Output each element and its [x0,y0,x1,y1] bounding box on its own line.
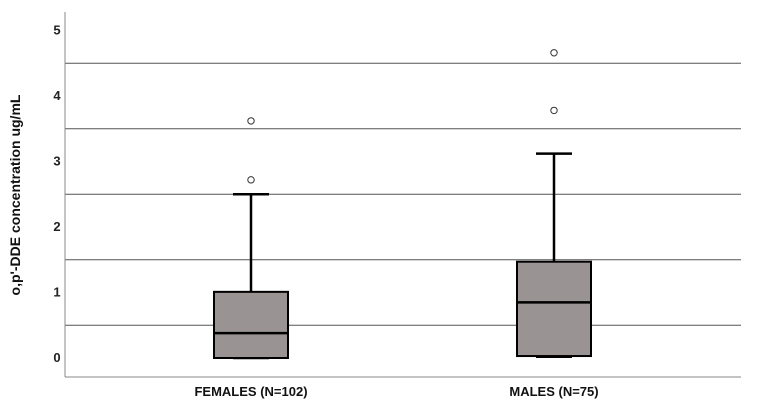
boxes [213,49,592,360]
iqr-box [516,260,592,358]
iqr-box [213,290,289,359]
x-category-labels: FEMALES (N=102) MALES (N=75) [194,384,598,399]
y-tick-label: 4 [53,88,61,103]
y-tick-label: 0 [53,350,60,365]
outlier-point [247,176,255,184]
y-tick-label: 1 [53,285,60,300]
outlier-point [550,49,558,57]
outlier-point [247,117,255,125]
y-axis-title: o,p'-DDE concentration ug/mL [7,94,23,295]
box-males [516,49,592,358]
x-category-label: MALES (N=75) [509,384,598,399]
y-tick-label: 5 [53,23,60,38]
outlier-point [550,106,558,115]
box-females [213,117,289,360]
y-tick-label: 3 [53,154,60,169]
y-tick-label: 2 [53,219,60,234]
x-category-label: FEMALES (N=102) [194,384,307,399]
reference-lines [65,62,741,326]
axes [64,12,741,378]
y-tick-labels: 0 1 2 3 4 5 [53,23,61,366]
